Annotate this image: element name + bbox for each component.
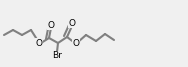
Text: O: O — [36, 39, 42, 48]
Text: O: O — [48, 21, 55, 29]
Text: Br: Br — [52, 52, 62, 61]
Text: O: O — [73, 40, 80, 49]
Text: O: O — [68, 18, 76, 27]
